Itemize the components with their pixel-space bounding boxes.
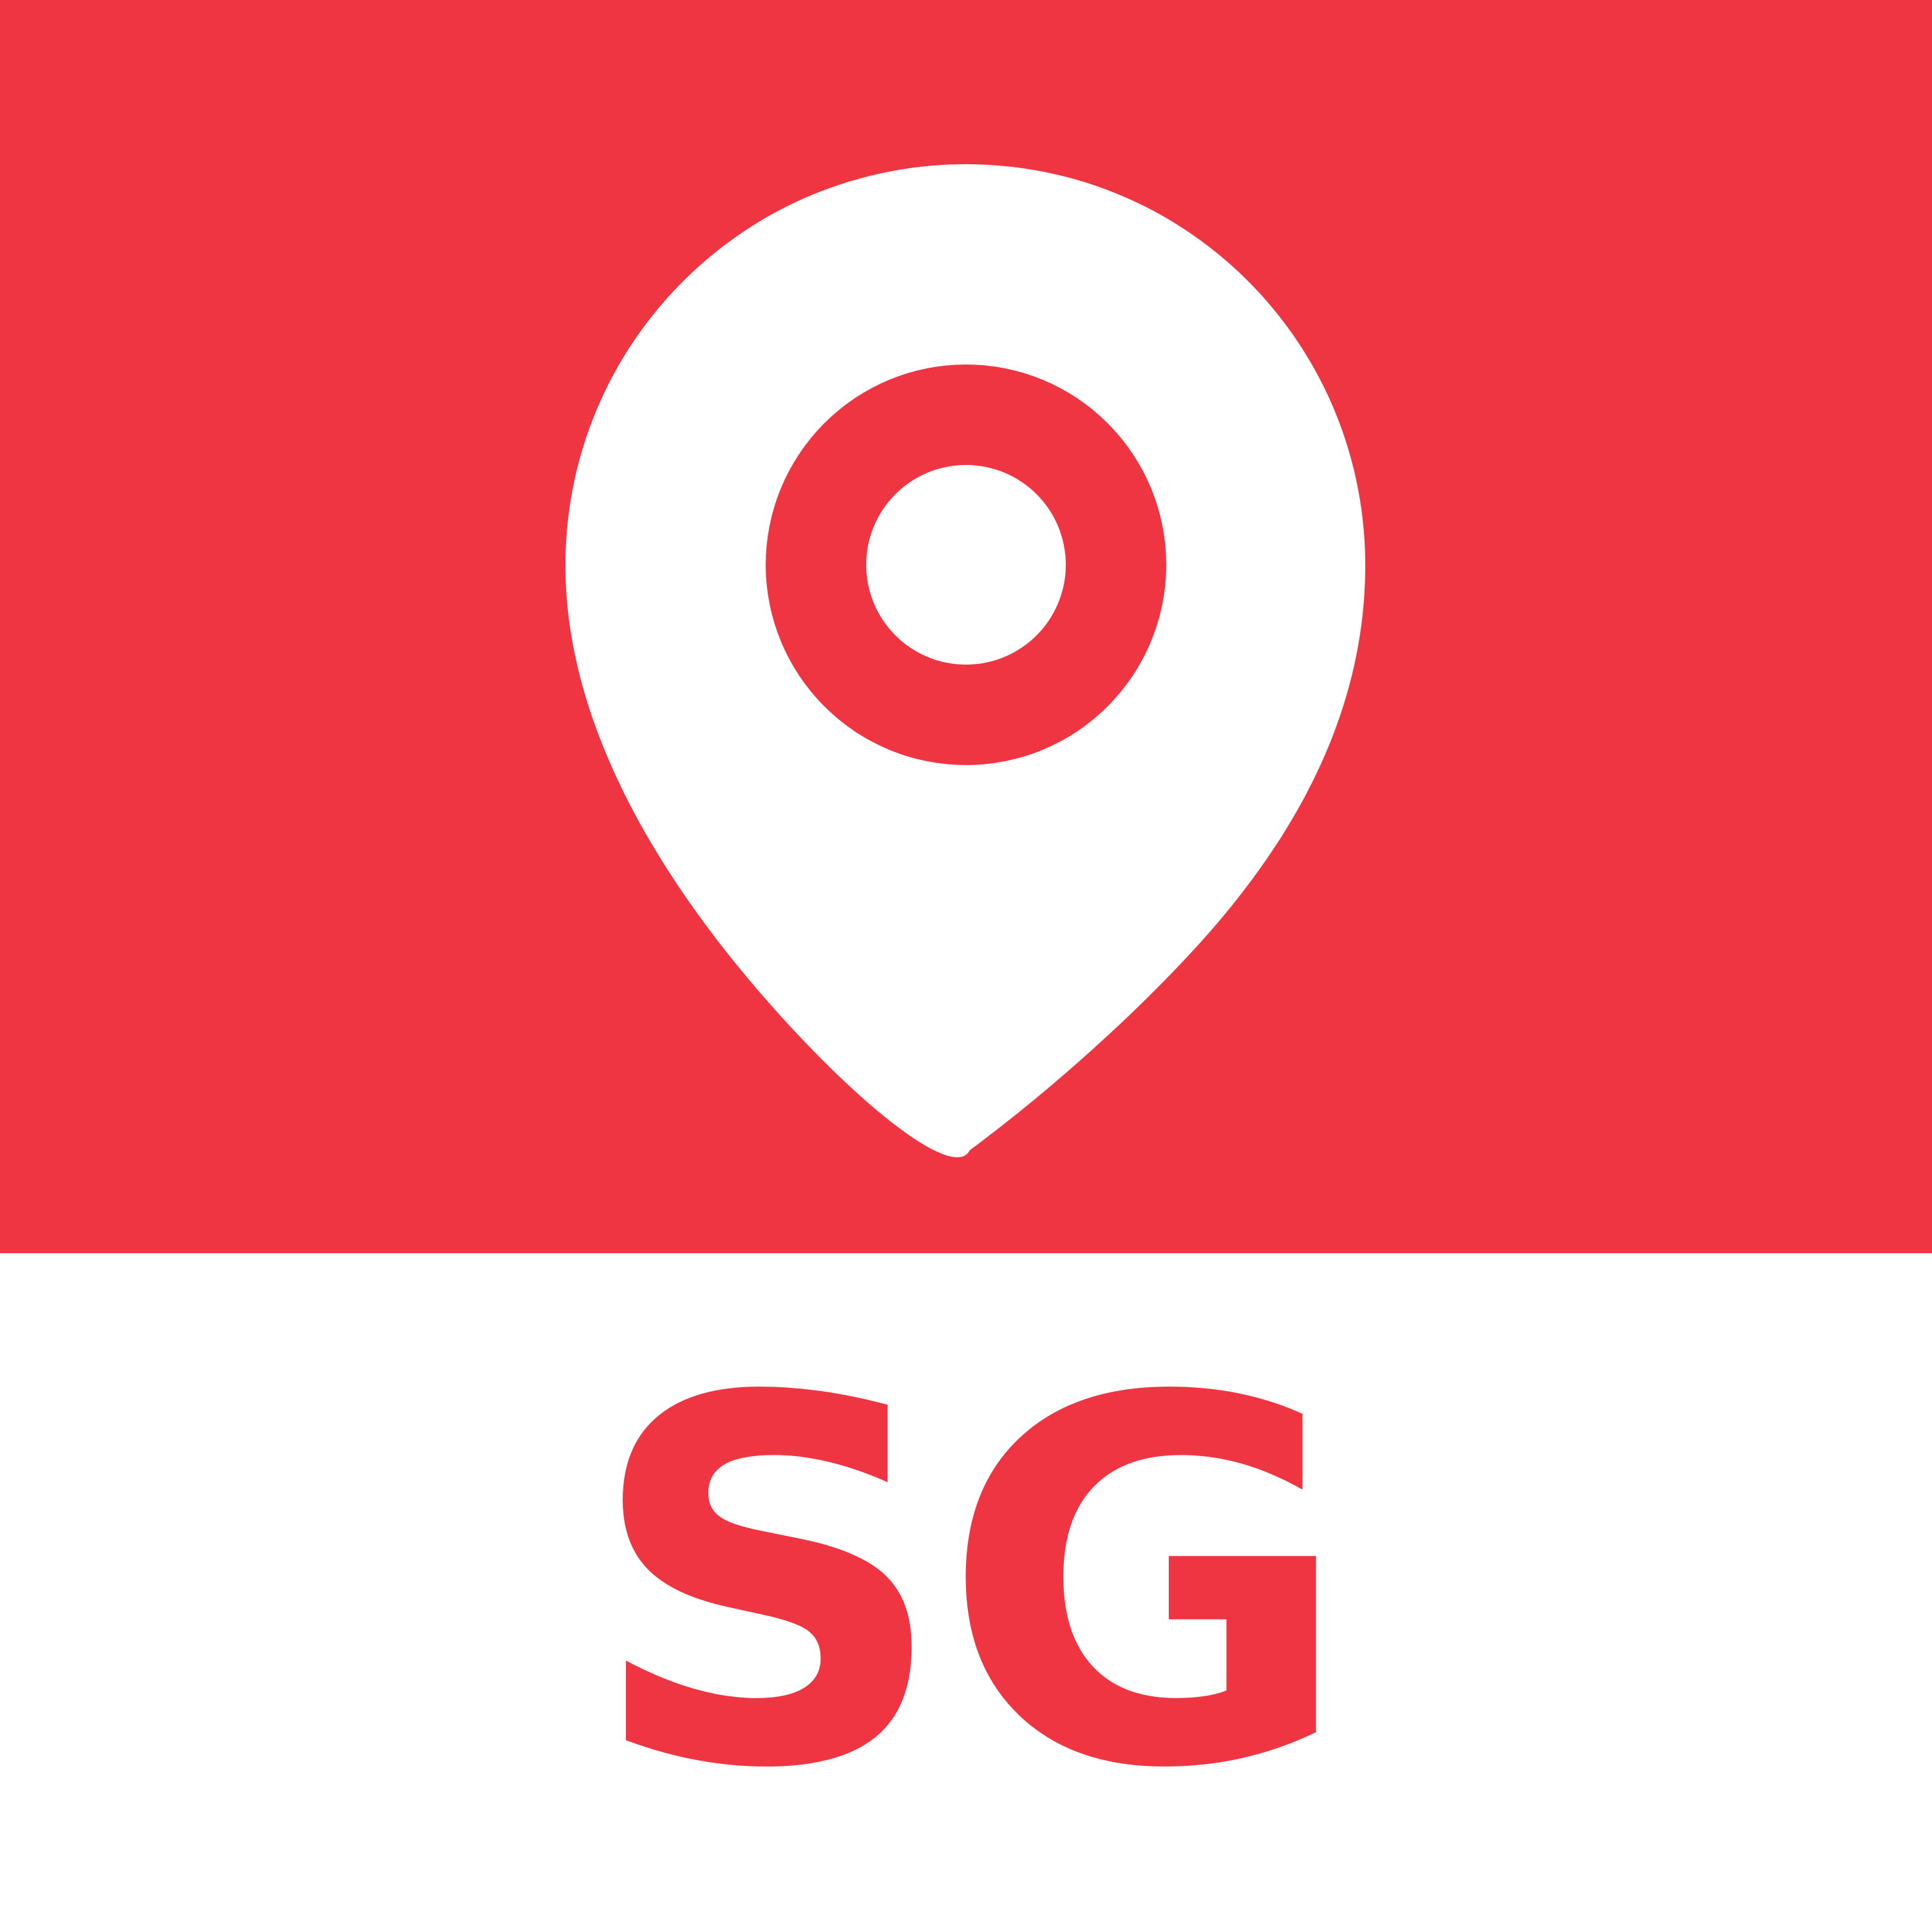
location-pin-icon — [565, 164, 1365, 1158]
country-code-label: SG — [587, 1293, 1353, 1878]
white-panel — [0, 1253, 1932, 1932]
pin-center-dot — [866, 465, 1066, 665]
